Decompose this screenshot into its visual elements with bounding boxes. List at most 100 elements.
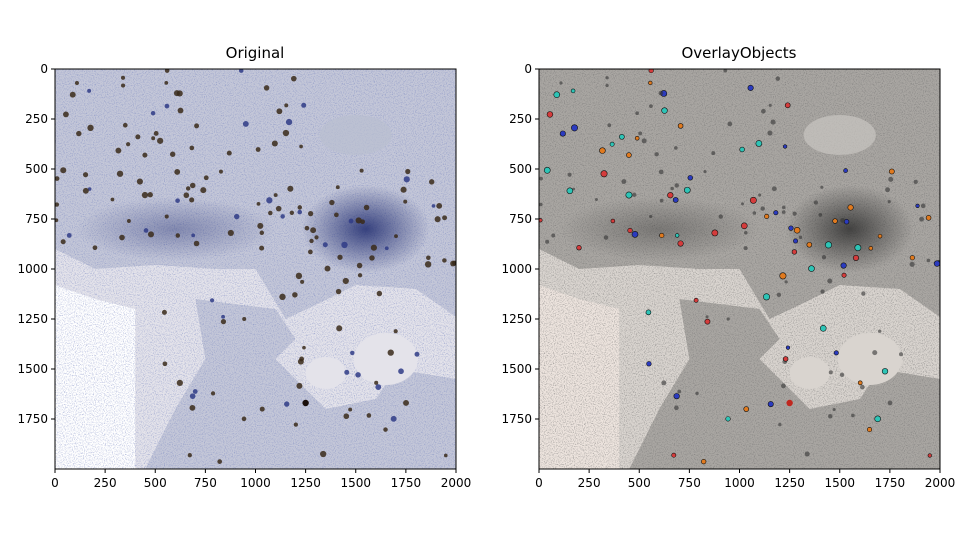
nucleus — [259, 406, 265, 412]
nucleus — [256, 201, 261, 206]
nucleus — [366, 413, 372, 418]
object-marker — [683, 186, 691, 194]
x-tick-label: 500 — [628, 476, 651, 490]
nucleus — [55, 202, 60, 207]
object-marker — [539, 218, 543, 223]
nucleus — [674, 405, 679, 411]
nucleus — [885, 187, 891, 193]
object-marker — [888, 168, 895, 175]
nucleus — [776, 292, 782, 298]
nucleus — [293, 422, 298, 427]
object-marker — [788, 225, 794, 231]
nucleus — [758, 193, 762, 197]
nucleus — [621, 179, 627, 184]
nucleus — [284, 401, 290, 407]
object-marker — [755, 140, 763, 147]
nucleus — [649, 214, 653, 219]
object-marker — [915, 203, 920, 208]
clear-area — [837, 333, 902, 385]
nucleus — [703, 170, 707, 174]
nucleus — [405, 168, 411, 175]
object-marker — [619, 134, 625, 140]
object-marker — [648, 69, 654, 74]
object-marker — [877, 233, 883, 239]
nucleus — [136, 178, 143, 185]
nucleus — [813, 200, 819, 205]
nucleus — [726, 317, 730, 321]
nucleus — [337, 254, 343, 260]
nucleus — [607, 123, 612, 128]
nucleus — [279, 293, 286, 301]
nucleus — [174, 169, 181, 175]
nucleus — [280, 214, 285, 219]
nucleus — [711, 151, 716, 156]
nucleus — [336, 325, 343, 332]
nucleus — [771, 186, 777, 192]
nucleus — [851, 413, 855, 418]
nucleus — [359, 168, 364, 173]
nucleus — [348, 218, 354, 224]
y-tick-label: 0 — [524, 62, 532, 76]
nucleus — [899, 352, 903, 357]
object-marker — [739, 146, 745, 153]
nucleus — [193, 240, 200, 247]
object-marker — [646, 361, 652, 367]
nucleus — [116, 170, 124, 177]
nucleus — [300, 279, 305, 284]
object-marker — [559, 130, 566, 137]
x-tick-label: 1250 — [290, 476, 321, 490]
pale-region — [803, 115, 876, 155]
nucleus — [296, 382, 303, 389]
nucleus — [324, 265, 331, 272]
object-marker — [933, 260, 940, 267]
y-tick-label: 1250 — [501, 312, 532, 326]
nucleus — [87, 187, 92, 191]
nucleus — [376, 290, 383, 297]
nucleus — [605, 76, 609, 80]
nucleus — [63, 111, 69, 118]
object-marker — [791, 249, 798, 255]
nucleus — [768, 103, 772, 107]
nucleus — [164, 69, 170, 73]
nucleus — [403, 176, 410, 183]
object-marker — [749, 196, 757, 204]
nucleus — [200, 187, 207, 194]
nucleus — [60, 167, 67, 174]
nucleus — [804, 451, 810, 457]
nucleus — [191, 233, 196, 238]
dense-region — [785, 185, 914, 273]
object-marker — [687, 175, 693, 181]
nucleus — [859, 384, 865, 390]
nucleus — [87, 88, 92, 93]
nucleus — [343, 413, 350, 420]
clear-area — [305, 357, 346, 389]
object-marker — [566, 187, 574, 195]
nucleus — [673, 146, 678, 150]
x-tick-label: 1500 — [340, 476, 371, 490]
nucleus — [126, 219, 131, 223]
nucleus — [329, 199, 335, 206]
nucleus — [920, 203, 926, 209]
object-marker — [925, 215, 932, 221]
nucleus — [670, 186, 674, 191]
nucleus — [301, 102, 307, 108]
nucleus — [820, 289, 825, 294]
nucleus — [767, 130, 773, 136]
object-marker — [843, 168, 848, 173]
nucleus — [322, 242, 328, 248]
nucleus — [887, 400, 893, 406]
y-tick-label: 1750 — [17, 412, 48, 426]
nucleus — [450, 260, 456, 267]
nucleus — [259, 230, 265, 236]
object-marker — [672, 197, 679, 203]
object-marker — [784, 102, 791, 109]
nucleus — [341, 241, 348, 249]
nucleus — [263, 85, 270, 91]
nucleus — [414, 351, 420, 357]
nucleus — [189, 197, 195, 203]
nucleus — [393, 329, 398, 334]
nucleus — [839, 372, 845, 378]
nucleus — [539, 202, 543, 207]
nucleus — [761, 108, 766, 114]
panel-title-original: Original — [225, 44, 285, 62]
